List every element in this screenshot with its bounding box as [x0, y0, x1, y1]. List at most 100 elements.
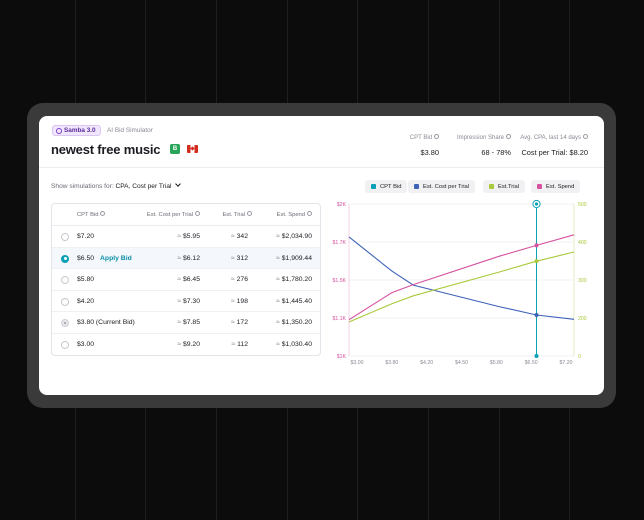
simulation-table: CPT Bid Est. Cost per Trial Est. Trial E…	[51, 203, 321, 356]
row-radio[interactable]	[61, 297, 69, 306]
series-line-cost-per-trial	[348, 236, 575, 320]
table-row[interactable]: $4.20 ≈ $7.30 ≈198 ≈ $1,445.40	[52, 291, 320, 313]
table-header: CPT Bid Est. Cost per Trial Est. Trial E…	[52, 204, 320, 226]
info-icon[interactable]	[307, 211, 312, 216]
legend-spend[interactable]: Est. Spend	[531, 180, 581, 193]
info-icon[interactable]	[195, 211, 200, 216]
cell-bid: $5.80	[77, 276, 95, 284]
row-radio[interactable]	[61, 341, 69, 349]
x-tick-label: $4.20	[420, 360, 433, 366]
x-tick-label: $5.80	[490, 360, 503, 366]
cell-cost-per-trial: ≈ $6.45	[177, 276, 200, 284]
metric-value: $3.80	[420, 148, 440, 158]
table-row[interactable]: $3.80 (Current Bid) ≈ $7.85 ≈172 ≈ $1,350.20	[52, 312, 320, 334]
metric-avg-cpa: Avg. CPA, last 14 days Cost per Trial: $…	[520, 134, 588, 157]
y-right-tick-label: 300	[578, 278, 587, 284]
metric-label: Avg. CPA, last 14 days	[520, 135, 581, 142]
cell-bid: $7.20	[77, 233, 95, 240]
y-left-tick-label: $1.5K	[332, 278, 346, 284]
series-point-spend	[534, 243, 539, 248]
legend-cpt-bid[interactable]: CPT Bid	[365, 180, 408, 193]
row-radio[interactable]	[61, 233, 69, 241]
cell-trial: ≈198	[230, 297, 248, 305]
table-row[interactable]: $6.50 Apply Bid ≈ $6.12 ≈312 ≈ $1,909.44	[52, 247, 320, 270]
chevron-down-icon[interactable]	[175, 181, 182, 187]
series-point-cost-per-trial	[534, 312, 539, 317]
cell-spend: ≈ $1,350.20	[276, 319, 312, 327]
row-radio[interactable]	[61, 254, 69, 263]
row-radio[interactable]	[61, 276, 69, 285]
legend-swatch	[537, 184, 542, 189]
legend-label: Est.Trial	[498, 183, 520, 190]
row-radio[interactable]	[61, 319, 69, 328]
column-header-spend[interactable]: Est. Spend	[277, 211, 312, 218]
metric-label: Impression Share	[456, 135, 504, 142]
info-icon[interactable]	[247, 211, 252, 216]
y-right-tick-label: 500	[578, 202, 587, 208]
cell-cost-per-trial: ≈ $7.85	[177, 319, 200, 327]
legend-trial[interactable]: Est.Trial	[483, 180, 526, 193]
keyword-badge: B	[170, 144, 180, 154]
y-right-tick-label: 400	[578, 240, 587, 246]
cell-spend: ≈ $1,445.40	[276, 297, 312, 305]
y-right-tick-label: 0	[578, 354, 581, 360]
header: Samba 3.0 AI Bid Simulator newest free m…	[39, 116, 604, 168]
samba-badge-label: Samba 3.0	[64, 127, 96, 134]
apply-bid-button[interactable]: Apply Bid	[100, 254, 132, 262]
series-point-trial	[534, 259, 539, 264]
simulator-subtitle: AI Bid Simulator	[107, 127, 153, 134]
y-left-tick-label: $1.7K	[332, 240, 346, 246]
canada-flag-icon	[187, 145, 198, 153]
y-left-tick-label: $1.1K	[332, 316, 346, 322]
metric-cpt-bid: CPT Bid $3.80	[409, 134, 440, 158]
legend-swatch	[414, 184, 419, 189]
bid-simulator-card: Samba 3.0 AI Bid Simulator newest free m…	[39, 116, 604, 395]
metric-impression-share: Impression Share 68 - 78%	[456, 134, 511, 158]
simulation-prefix: Show simulations for:	[51, 183, 114, 190]
cpt-bid-base-dot	[534, 354, 539, 358]
y-right-tick-label: 200	[578, 316, 587, 322]
simulation-selected[interactable]: CPA, Cost per Trial	[115, 183, 172, 190]
legend-swatch	[489, 184, 494, 189]
legend-cost-per-trial[interactable]: Est. Cost per Trial	[408, 180, 476, 193]
y-left-tick-label: $1K	[337, 354, 347, 360]
info-icon[interactable]	[583, 134, 588, 139]
cell-trial: ≈112	[231, 341, 248, 348]
info-icon[interactable]	[434, 134, 439, 139]
samba-logo-icon	[56, 127, 62, 134]
cell-cost-per-trial: ≈ $9.20	[177, 341, 200, 348]
cpt-bid-handle-dot	[534, 202, 539, 206]
table-row[interactable]: $7.20 ≈ $5.95 ≈342 ≈ $2,034.90	[52, 226, 320, 248]
bid-simulation-chart[interactable]: $2K 500 $1.7K 400 $1.5K 300 $1.1K 200 $1K 0 $3.00 $…	[329, 199, 589, 367]
cell-bid: $3.00	[77, 341, 95, 348]
cell-trial: ≈312	[230, 254, 248, 262]
table-row[interactable]: $5.80 ≈ $6.45 ≈276 ≈ $1,780.20	[52, 269, 320, 291]
series-line-spend	[348, 234, 575, 321]
cell-bid: $3.80 (Current Bid)	[77, 319, 135, 327]
cell-trial: ≈276	[230, 276, 248, 284]
metric-label: CPT Bid	[409, 135, 432, 142]
legend-label: Est. Cost per Trial	[423, 183, 470, 190]
cell-cost-per-trial: ≈ $5.95	[177, 233, 200, 240]
column-header-cost-per-trial[interactable]: Est. Cost per Trial	[147, 211, 200, 218]
cell-spend: ≈ $1,780.20	[276, 276, 312, 284]
metric-value: 68 - 78%	[481, 148, 511, 158]
cell-cost-per-trial: ≈ $7.30	[177, 297, 200, 305]
table-row[interactable]: $3.00 ≈ $9.20 ≈112 ≈ $1,030.40	[52, 334, 320, 355]
column-header-trial[interactable]: Est. Trial	[222, 211, 252, 218]
cell-bid: $4.20	[77, 297, 95, 305]
samba-badge: Samba 3.0	[52, 125, 101, 136]
x-tick-label: $4.50	[455, 360, 468, 366]
info-icon[interactable]	[100, 211, 106, 216]
cell-spend: ≈ $1,030.40	[276, 341, 312, 348]
cell-cost-per-trial: ≈ $6.12	[177, 254, 200, 262]
simulation-selector[interactable]: Show simulations for: CPA, Cost per Tria…	[51, 181, 182, 190]
x-tick-label: $3.00	[351, 360, 364, 366]
legend-swatch	[371, 184, 376, 189]
info-icon[interactable]	[506, 134, 511, 139]
column-header-cpt-bid[interactable]: CPT Bid	[77, 211, 106, 218]
x-tick-label: $6.50	[525, 360, 538, 366]
y-left-tick-label: $2K	[337, 202, 347, 208]
cell-spend: ≈ $1,909.44	[276, 254, 312, 262]
keyword-title: newest free music	[51, 142, 161, 157]
